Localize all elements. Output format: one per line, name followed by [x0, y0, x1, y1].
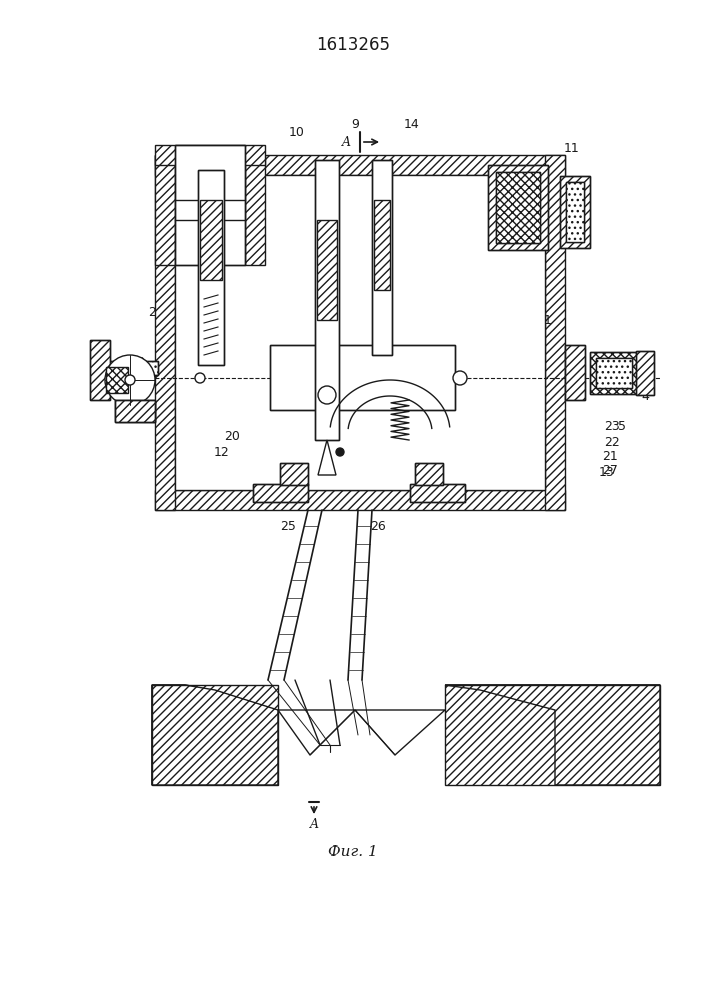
Bar — [315, 160, 339, 440]
Polygon shape — [152, 685, 278, 785]
Circle shape — [318, 386, 336, 404]
Bar — [253, 484, 308, 502]
Bar — [175, 145, 245, 265]
Polygon shape — [445, 685, 660, 785]
Bar — [155, 155, 565, 175]
Bar — [496, 172, 540, 243]
Bar — [415, 463, 443, 485]
Bar — [410, 484, 465, 502]
Polygon shape — [355, 710, 445, 755]
Bar — [566, 182, 584, 242]
Bar — [280, 463, 308, 485]
Bar — [372, 160, 392, 355]
Bar — [565, 345, 585, 400]
Bar — [106, 367, 128, 393]
Bar — [566, 182, 584, 242]
Text: 25: 25 — [280, 520, 296, 532]
Bar — [200, 200, 222, 280]
Bar — [198, 170, 224, 365]
Text: 10: 10 — [289, 125, 305, 138]
Bar — [280, 463, 308, 485]
Text: Фиг. 1: Фиг. 1 — [328, 845, 378, 859]
Text: 3: 3 — [641, 375, 649, 388]
Bar — [198, 170, 224, 365]
Circle shape — [105, 355, 155, 405]
Text: 7: 7 — [136, 390, 144, 403]
Bar — [155, 155, 175, 265]
Bar — [270, 345, 455, 410]
Circle shape — [195, 373, 205, 383]
Bar — [560, 176, 590, 248]
Bar — [152, 685, 278, 785]
Bar — [415, 463, 443, 485]
Text: 23: 23 — [604, 420, 620, 434]
Text: 1: 1 — [544, 314, 552, 326]
Bar — [115, 400, 155, 422]
Circle shape — [125, 375, 135, 385]
Text: A: A — [310, 818, 318, 832]
Text: 20: 20 — [224, 430, 240, 444]
Bar — [115, 400, 155, 422]
Bar — [590, 352, 638, 394]
Bar — [90, 340, 110, 400]
Polygon shape — [278, 710, 355, 755]
Bar — [317, 220, 337, 320]
Bar — [175, 175, 545, 490]
Text: 21: 21 — [602, 450, 618, 464]
Text: 1613265: 1613265 — [316, 36, 390, 54]
Text: 5: 5 — [618, 420, 626, 432]
Bar — [488, 165, 548, 250]
Text: 13: 13 — [599, 466, 615, 479]
Bar — [270, 345, 455, 410]
Bar — [488, 165, 548, 250]
Bar — [253, 484, 308, 502]
Polygon shape — [318, 440, 336, 475]
Bar — [374, 200, 390, 290]
Bar — [90, 340, 110, 400]
Text: 27: 27 — [602, 464, 618, 477]
Bar — [100, 361, 158, 375]
Bar — [596, 358, 632, 388]
Bar — [100, 361, 158, 375]
Bar — [372, 160, 392, 355]
Bar — [636, 351, 654, 395]
Text: 4: 4 — [641, 389, 649, 402]
Text: 8: 8 — [136, 356, 144, 368]
Text: 12: 12 — [214, 446, 230, 458]
Bar — [445, 685, 660, 785]
Bar — [410, 484, 465, 502]
Bar — [565, 345, 585, 400]
Text: 9: 9 — [351, 118, 359, 131]
Text: 6: 6 — [144, 376, 152, 389]
Circle shape — [455, 373, 465, 383]
Bar — [315, 160, 339, 440]
Text: A: A — [341, 135, 351, 148]
Text: 14: 14 — [404, 118, 420, 131]
Bar — [590, 352, 638, 394]
Text: 22: 22 — [604, 436, 620, 448]
Bar — [155, 145, 265, 165]
Bar — [545, 155, 565, 510]
Bar — [245, 155, 265, 265]
Bar — [115, 400, 155, 422]
Text: 26: 26 — [370, 520, 386, 532]
Bar — [155, 490, 565, 510]
Text: 11: 11 — [564, 141, 580, 154]
Bar — [596, 358, 632, 388]
Bar — [636, 351, 654, 395]
Bar — [175, 145, 245, 265]
Circle shape — [453, 371, 467, 385]
Text: 2: 2 — [148, 306, 156, 318]
Bar — [496, 172, 540, 243]
Bar — [155, 155, 175, 510]
Bar — [560, 176, 590, 248]
Circle shape — [336, 448, 344, 456]
